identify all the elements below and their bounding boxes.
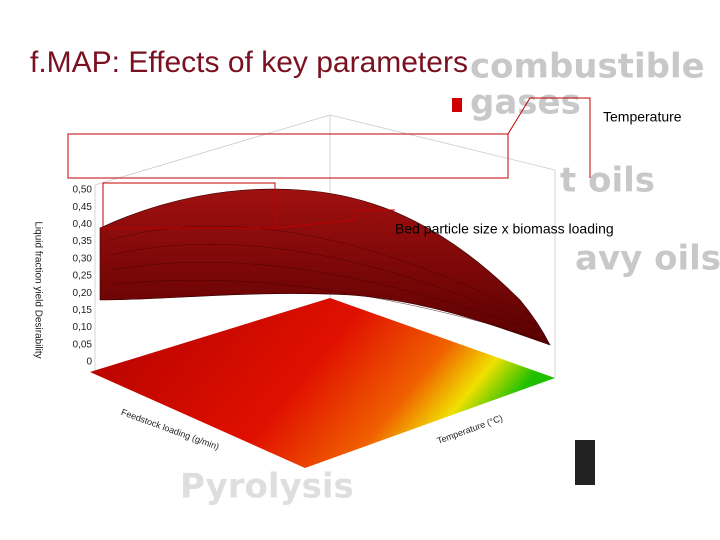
callout-label: Bed particle size x biomass loading bbox=[395, 221, 614, 237]
accent bbox=[452, 98, 462, 112]
contour-floor bbox=[90, 298, 555, 468]
z-tick-label: 0,35 bbox=[73, 236, 93, 247]
z-tick-label: 0,05 bbox=[73, 339, 93, 350]
background-word: Pyrolysis bbox=[180, 467, 354, 507]
x-axis-label: Temperature (°C) bbox=[436, 413, 504, 446]
z-tick-label: 0,15 bbox=[73, 305, 93, 316]
background-word: gases bbox=[470, 83, 581, 123]
callout-label: Temperature bbox=[603, 109, 682, 125]
z-axis-label: Liquid fraction yield Desirability bbox=[32, 221, 43, 358]
background-word: avy oils bbox=[575, 239, 720, 279]
callout-line bbox=[507, 97, 591, 178]
z-tick-label: 0,30 bbox=[73, 253, 93, 264]
slide-title: f.MAP: Effects of key parameters bbox=[30, 46, 468, 79]
z-axis: 0,50 0,45 0,40 0,35 0,30 0,25 0,20 0,15 0,10 0,05… bbox=[73, 185, 93, 368]
background-word: combustible bbox=[470, 47, 705, 87]
z-tick-label: 0,10 bbox=[73, 322, 93, 333]
surface-mesh bbox=[109, 225, 546, 341]
z-tick-label: 0,50 bbox=[73, 185, 93, 196]
z-tick-label: 0,20 bbox=[73, 288, 93, 299]
callout-box bbox=[67, 133, 509, 179]
z-tick-label: 0 bbox=[86, 357, 92, 368]
callout-line bbox=[274, 209, 395, 229]
plot-frame bbox=[94, 114, 556, 378]
z-tick-label: 0,45 bbox=[73, 202, 93, 213]
callout-box bbox=[102, 182, 276, 229]
z-tick-label: 0,40 bbox=[73, 219, 93, 230]
background-word: t oils bbox=[560, 161, 655, 201]
dark-block bbox=[575, 440, 595, 485]
z-tick-label: 0,25 bbox=[73, 271, 93, 282]
